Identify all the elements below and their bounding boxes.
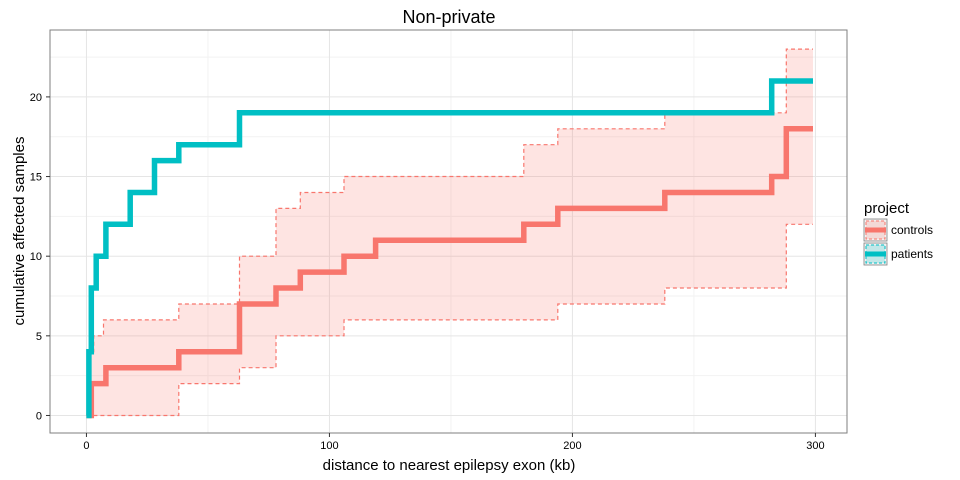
legend-item-controls: controls: [863, 218, 933, 242]
x-axis: 0 100 200 300: [83, 433, 825, 452]
ribbons: [86, 48, 813, 417]
chart-title: Non-private: [402, 7, 495, 27]
y-tick-label: 10: [30, 251, 42, 263]
series-line-patients: [86, 78, 813, 419]
x-tick-label: 300: [806, 440, 824, 452]
plot-area: [49, 29, 848, 434]
y-tick-label: 0: [36, 410, 42, 422]
y-tick-label: 15: [30, 172, 42, 184]
series-lines: [86, 78, 813, 419]
plot-border: [49, 29, 848, 434]
legend-title: project: [864, 200, 910, 217]
legend-label: controls: [891, 223, 933, 237]
y-axis-title: cumulative affected samples: [11, 137, 28, 326]
ribbon-upper-controls: [86, 48, 813, 417]
grid: [50, 30, 847, 433]
y-tick-label: 20: [30, 92, 42, 104]
ribbon-lower-controls: [86, 223, 813, 417]
x-tick-label: 100: [320, 440, 338, 452]
series-line-controls: [86, 126, 813, 419]
legend-items: controls patients: [863, 218, 933, 266]
legend: project controls patients: [863, 200, 933, 266]
x-axis-title: distance to nearest epilepsy exon (kb): [323, 457, 576, 474]
ribbon-controls: [86, 49, 813, 416]
legend-label: patients: [891, 247, 933, 261]
x-tick-label: 200: [563, 440, 581, 452]
y-axis: 0 5 10 15 20: [30, 92, 50, 422]
legend-item-patients: patients: [863, 242, 933, 266]
x-tick-label: 0: [83, 440, 89, 452]
y-tick-label: 5: [36, 331, 42, 343]
